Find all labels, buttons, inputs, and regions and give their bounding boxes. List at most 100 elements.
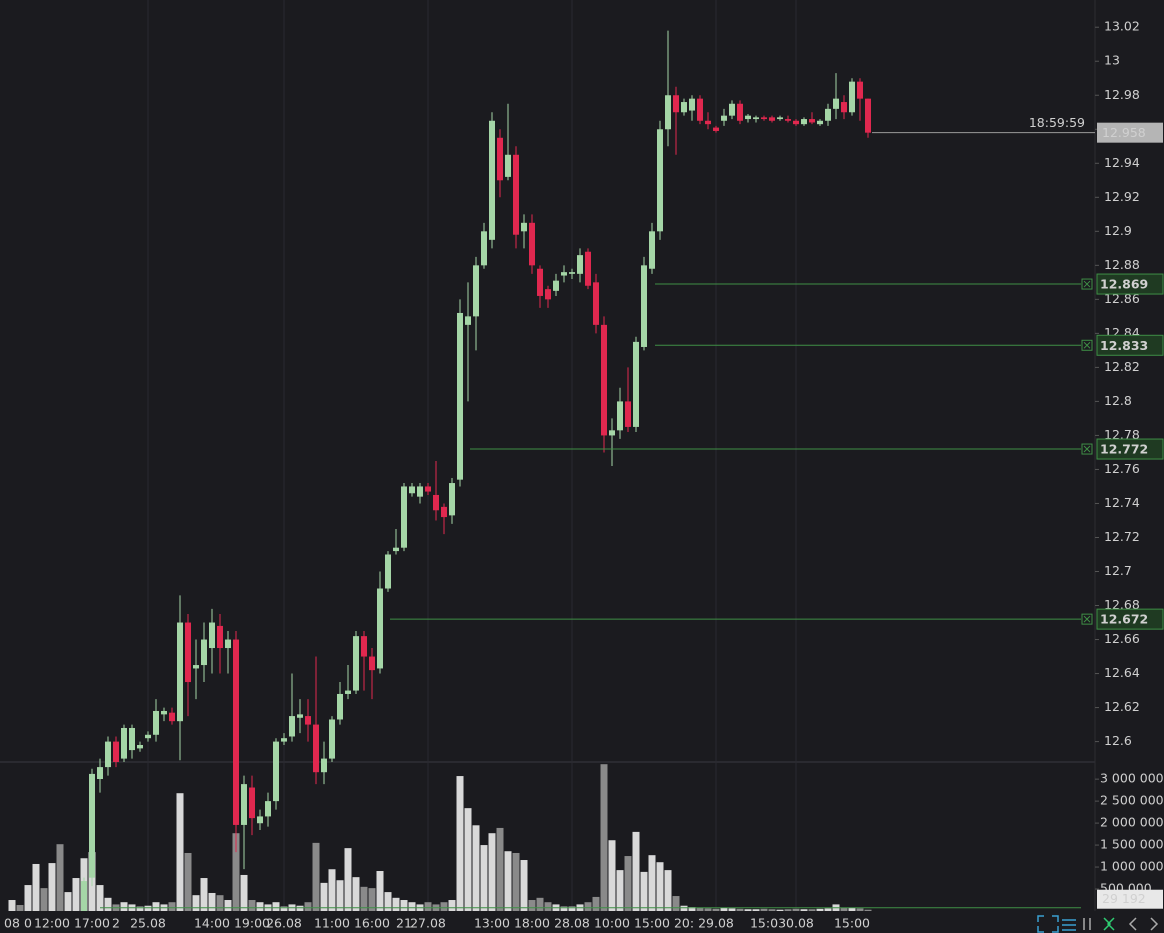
level-remove-x [1083,280,1091,288]
volume-bar [208,892,216,911]
candle-body [321,758,327,773]
volume-bar [808,909,816,911]
candle-body [737,103,743,121]
volume-bar [584,902,592,911]
volume-bar [616,870,624,911]
candle-body [465,316,471,325]
volume-bar [240,874,248,911]
volume-bar [392,897,400,911]
candle-body [337,693,343,720]
next-icon[interactable] [1150,917,1159,931]
candle-body [433,494,439,511]
candle-body [441,506,447,518]
candle-body [593,282,599,325]
volume-bar [824,908,832,911]
volume-bar [496,827,504,911]
candle-body [217,625,223,649]
scale-icon[interactable] [1083,918,1091,930]
volume-bar [544,902,552,911]
x-date-label: 29.08 [698,916,734,931]
y-tick-label: 12.86 [1104,291,1140,306]
y-tick-label: 12.98 [1104,87,1140,102]
volume-bar [248,900,256,911]
y-tick-label: 12.88 [1104,257,1140,272]
last-volume-box [1097,889,1163,909]
volume-bar [480,845,488,911]
volume-bar [56,844,64,911]
level-box [1096,438,1164,460]
volume-bar [16,905,24,911]
volume-bar [120,902,128,911]
zoom-icon[interactable] [1103,917,1115,931]
volume-bar [592,896,600,911]
candle-body [137,744,143,749]
candle-body [721,115,727,121]
volume-bar [664,870,672,911]
fullscreen-icon[interactable] [1037,915,1059,933]
candle-body [793,120,799,125]
candle-body [745,115,751,120]
candle-body [697,98,703,121]
candle-body [385,554,391,589]
candle-body [233,639,239,825]
volume-bar [216,895,224,911]
volume-bar [736,908,744,911]
level-remove-x [1083,445,1091,453]
candle-body [313,724,319,773]
volume-bar [688,907,696,911]
candle-body [497,137,503,181]
volume-bar [176,793,184,911]
candle-body [289,716,295,737]
volume-bar [848,907,856,911]
volume-bar [744,909,752,911]
volume-bar [728,908,736,911]
toolbar-icons[interactable] [1037,915,1159,933]
volume-bar [168,902,176,911]
volume-bar [104,897,112,911]
volume-tick-label: 2 000 000 [1100,815,1164,830]
candle-body [353,636,359,691]
candle-body [833,98,839,109]
candle-body [417,486,423,497]
volume-bar [512,852,520,911]
volume-bar [792,908,800,911]
volume-bar [640,871,648,911]
candle-body [265,801,271,817]
x-tick-label: 15:00 [634,916,670,931]
settings-icon[interactable] [1062,919,1076,931]
last-volume-label: 29 192 [1102,891,1146,906]
candle-body [841,102,847,113]
candle-body [241,784,247,825]
volume-bar [312,842,320,911]
volume-bar [344,848,352,911]
volume-bar [864,909,872,911]
candle-body [449,483,455,516]
level-label: 12.833 [1100,338,1148,353]
volume-bar [632,831,640,911]
x-date-label: 27.08 [410,916,446,931]
volume-bar [752,909,760,911]
candle-body [689,98,695,111]
volume-tick-label: 3 000 000 [1100,771,1164,786]
candle-body [225,639,231,649]
candle-body [553,280,559,291]
current-price-label: 12.958 [1102,125,1146,140]
candle-body [617,401,623,431]
prev-icon[interactable] [1128,917,1137,931]
current-price-box [1097,122,1163,143]
candle-body [129,727,135,751]
volume-bar [304,902,312,911]
volume-bar [64,892,72,911]
volume-bar [624,856,632,911]
candle-body [153,710,159,735]
volume-bar [784,909,792,911]
candle-body [281,738,287,742]
volume-bar [448,900,456,911]
y-tick-label: 12.82 [1104,359,1140,374]
candle-body [105,741,111,768]
volume-bar [336,880,344,911]
candle-body [297,714,303,718]
volume-bar [672,896,680,911]
